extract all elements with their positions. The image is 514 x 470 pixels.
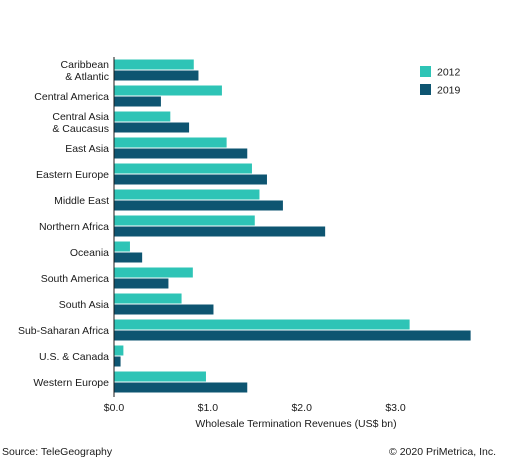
category-label-11: U.S. & Canada	[39, 351, 109, 363]
bar-2012-12	[114, 371, 206, 382]
bar-2019-2	[114, 122, 190, 133]
category-label-8: South America	[41, 273, 109, 285]
category-label-6: Northern Africa	[39, 221, 109, 233]
bar-2019-1	[114, 96, 161, 107]
legend-label-2019: 2019	[437, 85, 461, 97]
category-labels: Caribbean & Atlantic Central America Centra…	[18, 59, 109, 389]
bar-2019-3	[114, 148, 248, 159]
bar-2019-6	[114, 226, 326, 237]
x-tick-label-1: $1.0	[198, 402, 219, 414]
category-label-2: Central Asia & Caucasus	[52, 111, 109, 135]
bar-2012-2	[114, 111, 171, 122]
x-tick-label-0: $0.0	[104, 402, 125, 414]
legend-label-2012: 2012	[437, 67, 461, 79]
copyright-note: © 2020 PriMetrica, Inc.	[389, 446, 496, 458]
bar-2019-7	[114, 252, 143, 263]
bar-2012-11	[114, 345, 124, 356]
bars	[114, 59, 471, 393]
category-label-3: East Asia	[65, 143, 109, 155]
bar-2012-8	[114, 267, 193, 278]
category-label-4: Eastern Europe	[36, 169, 109, 181]
bar-2019-5	[114, 200, 283, 211]
legend-swatch-2019	[420, 84, 431, 95]
category-label-1: Central America	[34, 91, 109, 103]
bar-2012-3	[114, 137, 227, 148]
bar-2019-12	[114, 382, 248, 393]
x-axis-title: Wholesale Termination Revenues (US$ bn)	[195, 418, 396, 430]
bar-2012-7	[114, 241, 130, 252]
category-label-12: Western Europe	[33, 377, 109, 389]
bar-2012-4	[114, 163, 252, 174]
x-axis-ticks: $0.0 $1.0 $2.0 $3.0	[104, 402, 406, 414]
bar-2012-9	[114, 293, 182, 304]
source-note: Source: TeleGeography	[2, 446, 113, 458]
bar-2019-8	[114, 278, 169, 289]
bar-2019-9	[114, 304, 214, 315]
bar-2012-5	[114, 189, 260, 200]
bar-2012-0	[114, 59, 194, 70]
x-tick-label-2: $2.0	[291, 402, 312, 414]
x-tick-label-3: $3.0	[385, 402, 406, 414]
bar-2019-0	[114, 70, 199, 81]
legend-swatch-2012	[420, 66, 431, 77]
bar-2012-6	[114, 215, 255, 226]
bar-2019-11	[114, 356, 121, 367]
category-label-7: Oceania	[70, 247, 109, 259]
legend: 2012 2019	[420, 66, 461, 97]
bar-2019-10	[114, 330, 471, 341]
bar-2012-1	[114, 85, 222, 96]
category-label-10: Sub-Saharan Africa	[18, 325, 109, 337]
category-label-9: South Asia	[59, 299, 109, 311]
bar-2019-4	[114, 174, 267, 185]
category-label-0: Caribbean & Atlantic	[61, 59, 110, 83]
bar-2012-10	[114, 319, 410, 330]
category-label-5: Middle East	[54, 195, 109, 207]
